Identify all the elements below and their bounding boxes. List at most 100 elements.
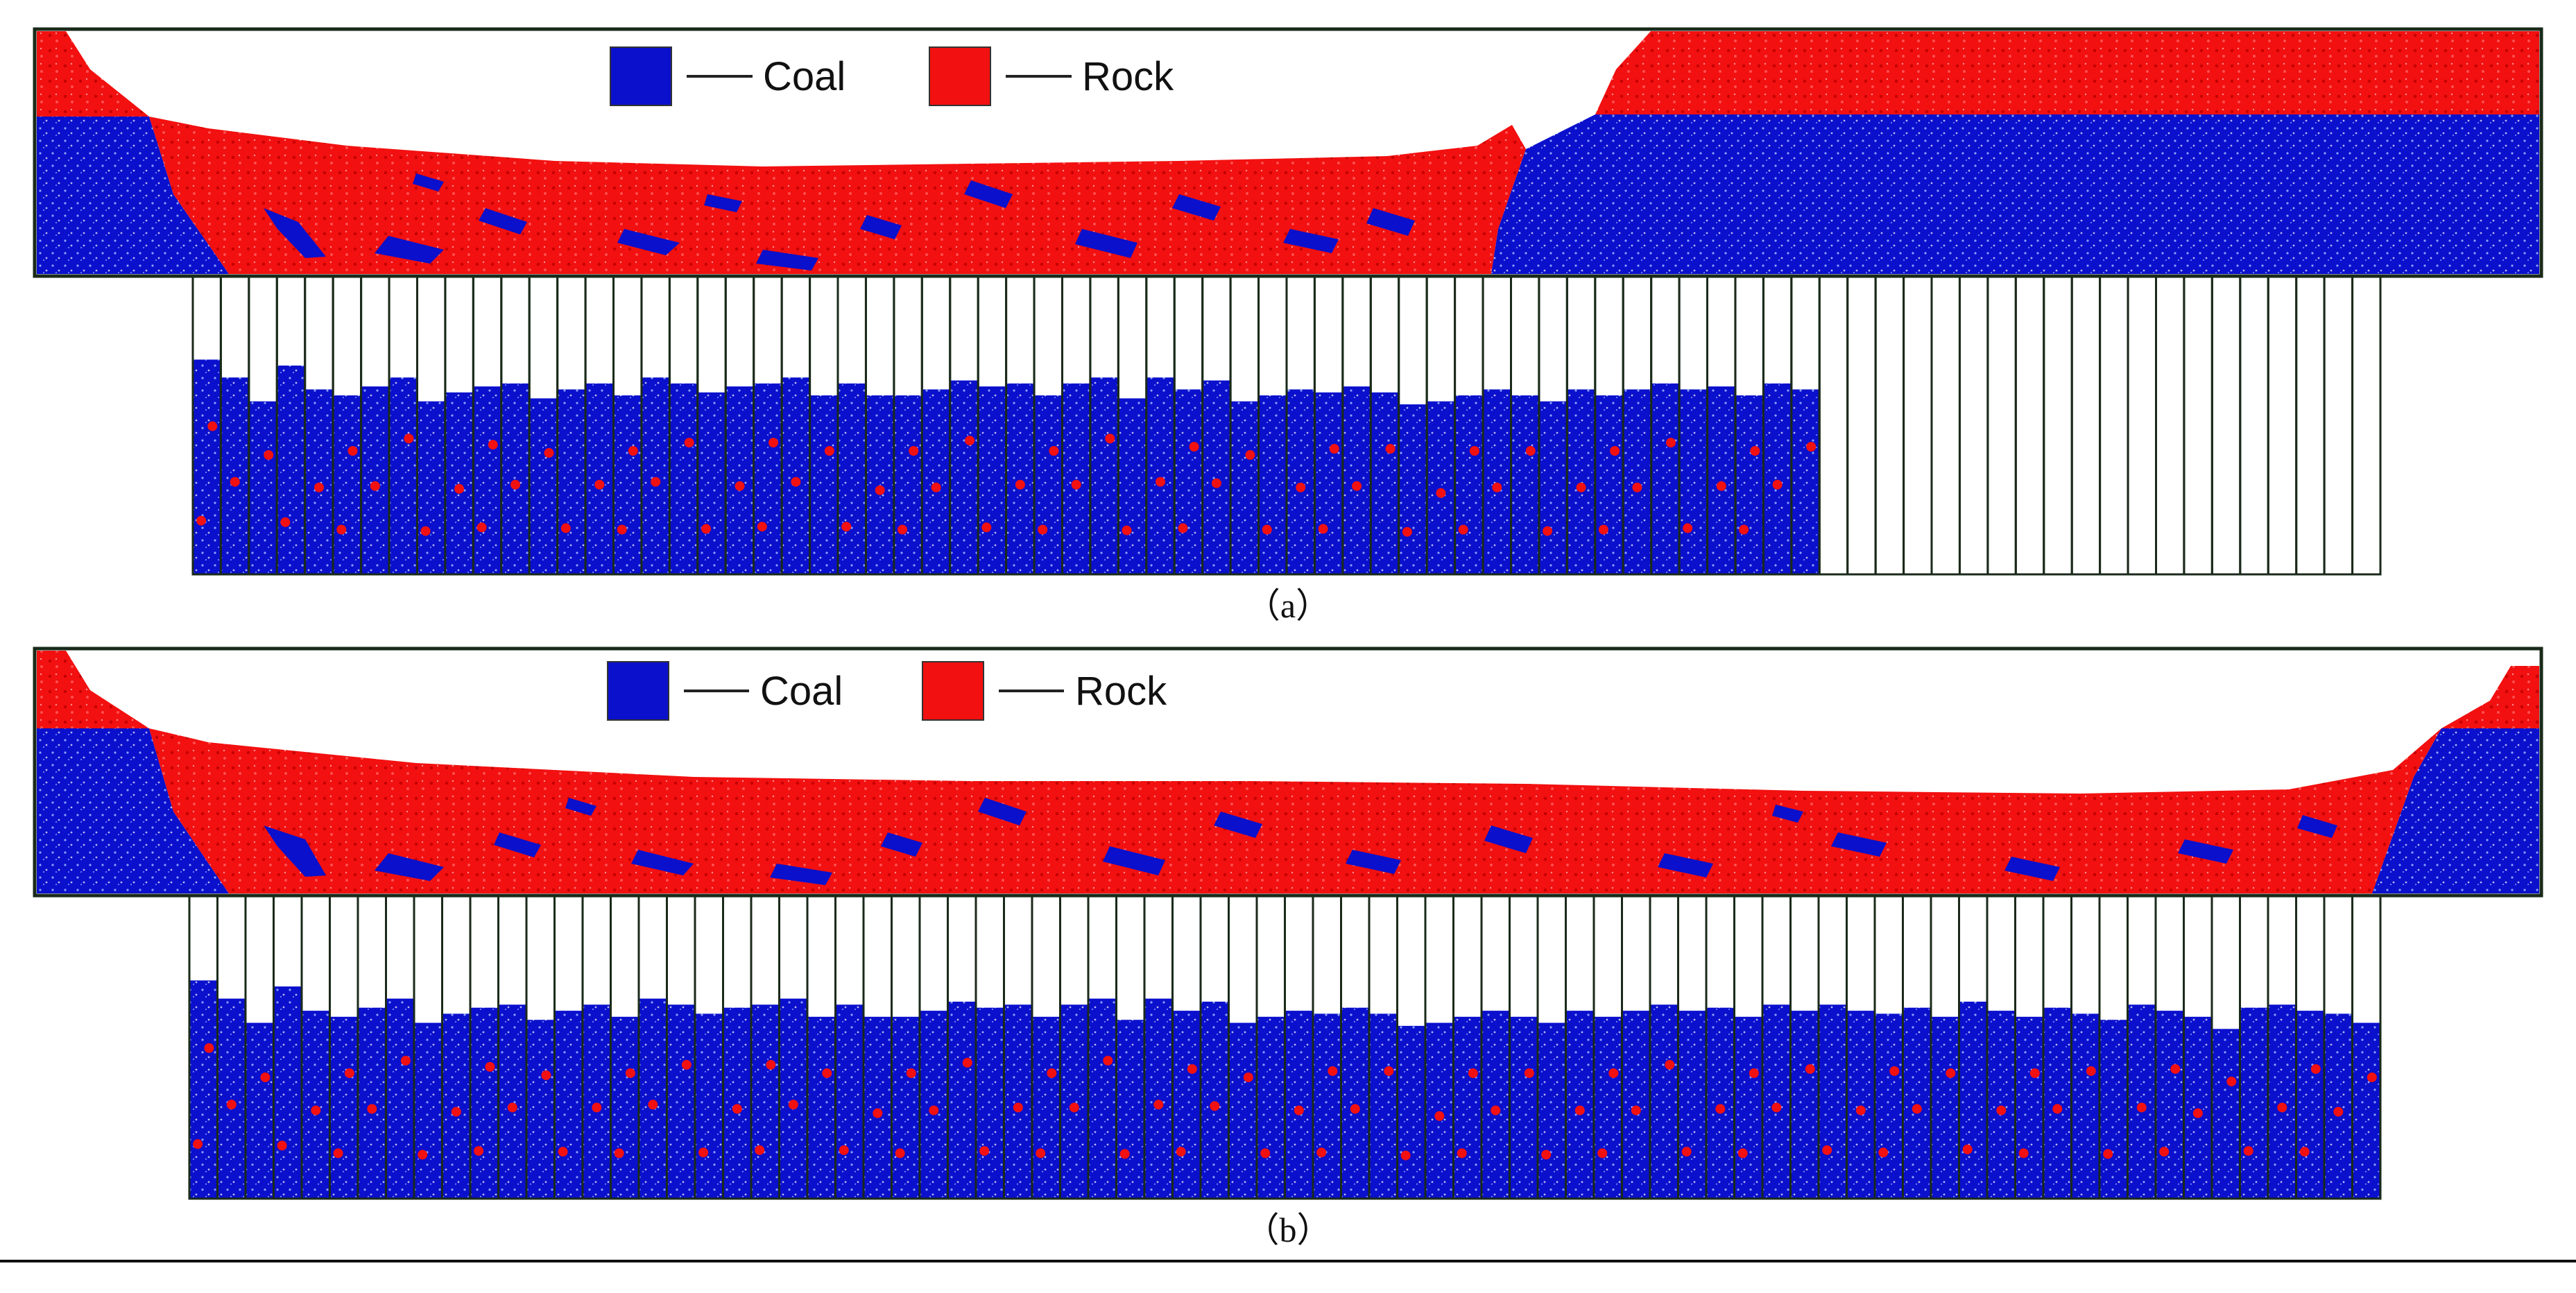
bin-coal-fill <box>1453 1016 1482 1199</box>
bin-rock-particle <box>1187 1064 1197 1074</box>
bin-coal-fill <box>642 377 670 574</box>
drawpoint-bin <box>2351 894 2382 1200</box>
bin-rock-particle <box>1328 1066 1338 1077</box>
bin-rock-particle <box>474 1146 484 1156</box>
bin-rock-particle <box>1189 442 1199 452</box>
bin-rock-particle <box>226 1099 237 1110</box>
bin-rock-particle <box>2029 1068 2040 1079</box>
drawpoint-bin <box>2267 275 2298 576</box>
bin-coal-fill <box>1060 1004 1088 1199</box>
bin-rock-particle <box>906 1068 916 1079</box>
bin-rock-particle <box>2277 1102 2287 1113</box>
bin-rock-particle <box>824 446 834 456</box>
bin-coal-fill <box>1482 1011 1510 1199</box>
bin-coal-fill <box>1959 1002 1987 1199</box>
bin-rock-particle <box>1119 1149 1130 1159</box>
bin-coal-fill <box>1313 1013 1341 1199</box>
bin-coal-fill <box>1790 1011 1819 1199</box>
bin-rock-particle <box>1122 525 1132 536</box>
bin-rock-particle <box>2018 1148 2029 1158</box>
bin-coal-fill <box>1174 389 1203 574</box>
bin-coal-fill <box>1567 389 1595 574</box>
bin-rock-particle <box>592 1102 602 1113</box>
bin-rock-particle <box>1013 1102 1023 1113</box>
bin-coal-fill <box>554 1011 583 1199</box>
bin-rock-particle <box>1329 444 1339 454</box>
bin-rock-particle <box>280 517 291 527</box>
drawpoint-bins-b <box>188 894 2382 1200</box>
bin-rock-particle <box>2226 1077 2237 1087</box>
bin-rock-particle <box>625 1068 635 1079</box>
bin-rock-particle <box>648 1099 658 1110</box>
bin-coal-fill <box>361 386 389 574</box>
rock-cap-left-b <box>37 651 149 728</box>
coal-veins-a <box>264 173 1415 271</box>
bin-coal-fill <box>1427 401 1455 574</box>
bin-coal-fill <box>248 401 277 574</box>
bin-rock-particle <box>485 1062 495 1072</box>
coal-layer-left-b <box>37 728 229 893</box>
bin-coal-fill <box>864 1016 892 1199</box>
bin-rock-particle <box>1543 526 1553 536</box>
bin-rock-particle <box>560 523 571 533</box>
bin-coal-fill <box>193 359 221 574</box>
bin-coal-fill <box>442 1013 470 1199</box>
bin-rock-particle <box>766 1060 776 1070</box>
bin-coal-fill <box>669 383 698 574</box>
bin-coal-fill <box>2352 1022 2380 1199</box>
bin-coal-fill <box>807 1016 836 1199</box>
bin-coal-fill <box>2268 1004 2296 1199</box>
bin-rock-particle <box>1610 446 1620 456</box>
bin-coal-fill <box>358 1007 386 1199</box>
bin-rock-particle <box>2103 1149 2113 1159</box>
bin-coal-fill <box>1623 389 1651 574</box>
bin-rock-particle <box>277 1140 287 1151</box>
bin-rock-particle <box>1491 1105 1501 1115</box>
bin-coal-fill <box>445 392 474 574</box>
bin-rock-particle <box>1316 1147 1327 1158</box>
bin-coal-fill <box>978 386 1006 574</box>
drawpoint-bin <box>1930 275 1961 576</box>
bin-rock-particle <box>1681 1147 1692 1157</box>
bin-rock-particle <box>1457 1148 1467 1158</box>
bin-rock-particle <box>420 526 431 536</box>
bin-rock-particle <box>909 446 919 456</box>
bin-coal-fill <box>277 366 305 574</box>
bin-rock-particle <box>510 479 520 490</box>
bin-rock-particle <box>451 1106 461 1117</box>
bin-coal-fill <box>1707 386 1735 574</box>
bin-coal-fill <box>1425 1022 1454 1199</box>
bin-coal-fill <box>1088 998 1117 1199</box>
bin-rock-particle <box>1598 524 1608 535</box>
bin-rock-particle <box>1103 1056 1113 1065</box>
bin-rock-particle <box>204 1043 214 1053</box>
bin-coal-fill <box>1454 395 1483 574</box>
bin-rock-particle <box>454 483 465 494</box>
bin-rock-particle <box>1262 524 1272 535</box>
bin-coal-fill <box>1034 395 1063 574</box>
bin-rock-particle <box>1946 1068 1956 1079</box>
bin-rock-particle <box>1576 482 1586 493</box>
bin-coal-fill <box>189 980 218 1199</box>
bin-rock-particle <box>404 434 414 444</box>
drawpoint-bin <box>1818 275 1849 576</box>
coal-layer-right-b <box>2372 728 2539 893</box>
bin-coal-fill <box>1342 386 1371 574</box>
bin-coal-fill <box>922 389 950 574</box>
bin-rock-particle <box>1666 438 1676 448</box>
legend-coal-label: Coal <box>760 669 843 714</box>
panel-a: Coal Rock （a） <box>33 27 2543 625</box>
bin-rock-particle <box>2243 1146 2253 1156</box>
bin-coal-fill <box>1285 1011 1313 1199</box>
drawpoint-bin <box>2043 275 2073 576</box>
bin-rock-particle <box>929 1105 939 1115</box>
bin-rock-particle <box>1771 1102 1782 1113</box>
coal-layer-left-a <box>37 117 229 274</box>
bin-rock-particle <box>735 481 745 491</box>
bin-coal-fill <box>1287 389 1315 574</box>
bin-coal-fill <box>751 1004 780 1199</box>
bin-coal-fill <box>557 389 586 574</box>
bin-rock-particle <box>2192 1108 2203 1118</box>
bin-rock-particle <box>2310 1064 2321 1074</box>
bin-rock-particle <box>1296 482 1306 493</box>
